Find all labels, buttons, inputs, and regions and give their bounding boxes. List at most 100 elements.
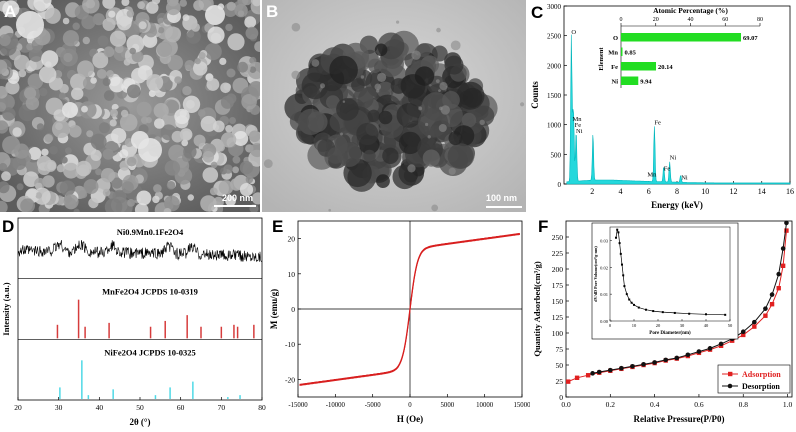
sem-grain — [210, 161, 218, 169]
bet-desorption-point — [663, 357, 669, 363]
vsm-x-tick-label: 5000 — [441, 402, 455, 409]
tem-debris — [407, 164, 416, 173]
tem-debris — [520, 102, 525, 107]
sem-bright-cluster — [16, 11, 44, 39]
sem-grain — [35, 192, 42, 199]
bet-inset-point — [673, 311, 676, 314]
bet-desorption-point — [776, 271, 782, 277]
sem-grain — [182, 14, 190, 21]
xrd-series-label: Ni0.9Mn0.1Fe2O4 — [117, 227, 184, 237]
eds-peak-label: Ni — [681, 174, 688, 181]
tem-particle — [376, 81, 394, 99]
vsm-x-tick-label: 10000 — [476, 402, 494, 409]
eds-inset-category: Mn — [608, 49, 618, 56]
sem-micrograph — [0, 0, 260, 212]
tem-debris — [311, 59, 320, 67]
sem-grain — [0, 120, 9, 134]
sem-grain — [174, 76, 182, 84]
sem-grain — [49, 145, 58, 155]
sem-grain — [152, 195, 160, 204]
sem-grain — [183, 145, 197, 159]
sem-grain — [116, 15, 132, 31]
panel-label-c: C — [531, 3, 544, 22]
sem-grain — [63, 194, 79, 210]
sem-grain — [245, 26, 259, 40]
sem-grain — [152, 0, 161, 5]
tem-debris — [291, 70, 300, 80]
sem-grain — [20, 198, 35, 212]
sem-grain — [153, 184, 162, 193]
sem-grain — [24, 87, 37, 100]
sem-grain — [184, 60, 195, 71]
tem-particle — [368, 58, 383, 73]
bet-y-tick-label: 250 — [552, 233, 564, 242]
panel-label-e: E — [272, 217, 284, 236]
sem-grain — [39, 65, 57, 84]
sem-grain — [119, 113, 138, 132]
bet-desorption-point — [652, 360, 657, 365]
eds-inset-y-label: Element — [598, 47, 605, 71]
bet-legend-box — [717, 364, 791, 394]
sem-grain — [28, 147, 42, 160]
eds-inset-bar — [621, 76, 639, 85]
sem-grain — [200, 115, 217, 132]
bet-inset-box — [591, 222, 739, 340]
sem-grain — [62, 17, 70, 25]
bet-desorption-point — [752, 319, 757, 325]
sem-grain — [41, 50, 59, 68]
sem-grain — [12, 156, 27, 171]
sem-grain — [248, 130, 260, 143]
sem-grain — [73, 208, 80, 212]
tem-particle — [444, 55, 464, 75]
sem-grain — [244, 16, 257, 29]
sem-grain — [104, 198, 123, 212]
sem-grain — [154, 118, 165, 129]
sem-grain — [83, 179, 99, 195]
sem-grain — [27, 73, 44, 90]
bet-adsorption-point — [763, 313, 768, 318]
sem-grain — [209, 187, 218, 196]
tem-particle — [367, 109, 380, 123]
sem-grain — [77, 60, 94, 78]
bet-inset-point — [724, 313, 727, 316]
sem-grain — [60, 156, 68, 164]
tem-debris — [291, 22, 301, 32]
scale-bar-a-label: 200 nm — [222, 193, 254, 203]
eds-peak-label: Ni — [670, 155, 677, 162]
tem-particle — [326, 95, 340, 109]
sem-grain — [72, 22, 80, 30]
eds-inset-category: O — [613, 35, 618, 42]
bet-adsorption-point — [566, 379, 571, 384]
sem-grain — [182, 86, 192, 96]
sem-grain — [76, 160, 92, 177]
bet-inset-point — [637, 306, 640, 309]
sem-bright-cluster — [131, 131, 149, 149]
tem-particle — [289, 112, 309, 131]
xrd-sample-trace — [17, 240, 262, 263]
eds-y-tick-label: 3000 — [547, 3, 562, 11]
tem-particle — [329, 55, 358, 85]
sem-grain — [134, 203, 149, 212]
vsm-y-tick-label: -20 — [285, 375, 295, 384]
sem-grain — [229, 117, 236, 124]
sem-grain — [126, 84, 141, 99]
eds-peak-label: Fe — [664, 165, 671, 172]
tem-debris — [425, 122, 429, 127]
bet-adsorption-point — [585, 373, 591, 378]
sem-grain — [109, 76, 125, 93]
sem-grain — [156, 41, 173, 57]
eds-x-tick-label: 12 — [730, 187, 738, 196]
bet-desorption-point — [685, 352, 691, 358]
xrd-y-label: Intensity (a.u.) — [1, 282, 11, 335]
sem-grain — [232, 155, 241, 164]
sem-grain — [129, 47, 136, 55]
bet-inset-point — [619, 252, 622, 255]
sem-grain — [198, 52, 206, 60]
bet-x-label: Relative Pressure(P/P0) — [634, 414, 725, 424]
sem-grain — [55, 122, 63, 131]
eds-inset-tick-label: 20 — [653, 17, 659, 23]
bet-inset-point — [616, 228, 619, 231]
sem-grain — [254, 41, 260, 52]
sem-grain — [171, 130, 184, 143]
panel-d-xrd: 20 30 40 50 60 70 80 2θ (°) Intensity (a.u.) Ni0.… — [0, 215, 266, 432]
